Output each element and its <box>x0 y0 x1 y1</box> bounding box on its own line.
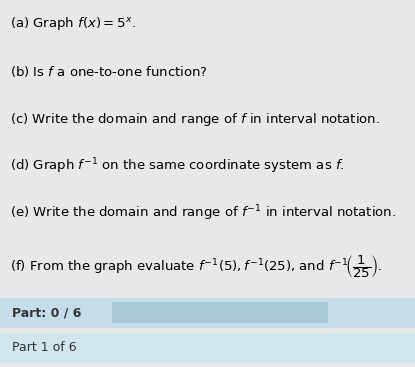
FancyBboxPatch shape <box>112 302 328 323</box>
Text: (a) Graph $f(x) = 5^x$.: (a) Graph $f(x) = 5^x$. <box>10 15 136 32</box>
Text: (b) Is $f$ a one-to-one function?: (b) Is $f$ a one-to-one function? <box>10 64 208 79</box>
Text: (d) Graph $f^{-1}$ on the same coordinate system as $f$.: (d) Graph $f^{-1}$ on the same coordinat… <box>10 156 345 176</box>
FancyBboxPatch shape <box>0 333 415 363</box>
Text: Part 1 of 6: Part 1 of 6 <box>12 341 77 355</box>
Text: (e) Write the domain and range of $f^{-1}$ in interval notation.: (e) Write the domain and range of $f^{-1… <box>10 203 396 223</box>
Text: (c) Write the domain and range of $f$ in interval notation.: (c) Write the domain and range of $f$ in… <box>10 111 381 128</box>
FancyBboxPatch shape <box>0 298 415 328</box>
Text: Part: 0 / 6: Part: 0 / 6 <box>12 306 82 319</box>
Text: (f) From the graph evaluate $f^{-1}(5), f^{-1}(25)$, and $f^{-1}\!\left(\dfrac{1: (f) From the graph evaluate $f^{-1}(5), … <box>10 252 383 280</box>
